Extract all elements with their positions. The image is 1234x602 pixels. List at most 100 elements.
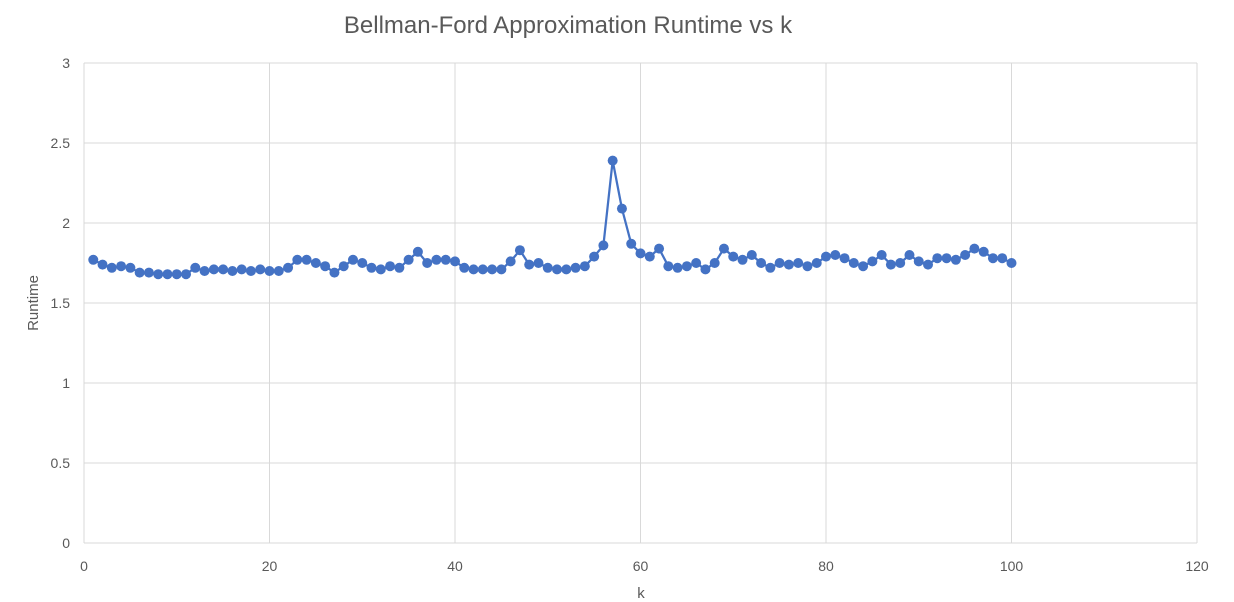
data-point — [987, 253, 998, 264]
data-point — [616, 203, 627, 214]
data-point — [969, 243, 980, 254]
data-point — [143, 267, 154, 278]
data-series — [88, 155, 1017, 280]
data-point — [913, 256, 924, 267]
data-point — [672, 262, 683, 273]
data-point — [598, 240, 609, 251]
data-point — [783, 259, 794, 270]
x-tick-label: 40 — [447, 558, 463, 574]
gridlines — [83, 62, 1198, 544]
data-point — [273, 266, 284, 276]
y-tick-label: 2.5 — [51, 135, 71, 151]
data-point — [552, 264, 563, 275]
data-point — [607, 155, 618, 166]
data-point — [579, 261, 590, 272]
data-point — [663, 261, 674, 272]
data-point — [728, 251, 739, 262]
data-point — [97, 259, 108, 270]
data-point — [709, 258, 720, 268]
x-tick-label: 20 — [262, 558, 278, 574]
data-point — [644, 251, 655, 262]
data-point — [236, 264, 247, 275]
data-point — [718, 243, 729, 254]
data-point — [292, 254, 303, 265]
data-point — [459, 262, 470, 273]
x-axis-label: k — [637, 585, 645, 602]
data-point — [125, 262, 136, 273]
y-tick-label: 1.5 — [51, 295, 71, 311]
data-point — [858, 261, 869, 272]
data-point — [134, 267, 145, 278]
data-point — [283, 262, 294, 273]
data-point — [422, 258, 433, 268]
data-point — [431, 254, 442, 265]
x-tick-label: 120 — [1185, 558, 1209, 574]
data-point — [765, 262, 776, 273]
data-point — [357, 258, 368, 268]
data-point — [830, 250, 841, 260]
data-point — [440, 254, 451, 265]
y-tick-label: 1 — [62, 375, 70, 391]
data-point — [301, 254, 312, 265]
data-point — [746, 250, 757, 260]
data-point — [533, 258, 544, 268]
data-point — [375, 264, 386, 275]
x-tick-label: 60 — [633, 558, 649, 574]
data-point — [366, 262, 377, 273]
data-point — [162, 269, 173, 280]
data-point — [895, 258, 906, 268]
data-point — [681, 261, 692, 272]
data-point — [477, 264, 488, 275]
data-point — [245, 266, 256, 276]
data-point — [570, 262, 581, 273]
data-point — [264, 266, 275, 276]
data-point — [802, 261, 813, 272]
data-point — [700, 264, 711, 275]
x-tick-label: 100 — [1000, 558, 1024, 574]
data-point — [932, 253, 943, 264]
data-point — [171, 269, 182, 280]
data-point — [153, 269, 164, 280]
data-point — [385, 261, 396, 272]
data-point — [923, 259, 934, 270]
data-point — [255, 264, 266, 275]
data-point — [208, 264, 219, 275]
data-point — [190, 262, 201, 273]
data-point — [88, 254, 99, 265]
data-point — [487, 264, 498, 275]
data-point — [181, 269, 192, 280]
data-point — [589, 251, 600, 262]
data-point — [793, 258, 804, 268]
y-tick-label: 2 — [62, 215, 70, 231]
y-tick-label: 3 — [62, 55, 70, 71]
data-point — [960, 250, 971, 260]
data-point — [394, 262, 405, 273]
data-point — [950, 254, 961, 265]
data-point — [116, 261, 127, 272]
data-point — [941, 253, 952, 264]
data-point — [329, 267, 340, 278]
data-point — [505, 256, 516, 267]
data-point — [542, 262, 553, 273]
x-tick-label: 80 — [818, 558, 834, 574]
data-point — [561, 264, 572, 275]
chart-title: Bellman-Ford Approximation Runtime vs k — [344, 12, 793, 39]
data-point — [811, 258, 822, 268]
x-tick-label: 0 — [80, 558, 88, 574]
data-point — [218, 264, 229, 275]
tick-labels: 0 0.5 1 1.5 2 2.5 3 0 20 40 60 80 100 120 — [51, 55, 1209, 574]
data-point — [450, 256, 460, 267]
data-point — [774, 258, 785, 268]
data-point — [626, 238, 637, 249]
data-point — [867, 256, 878, 267]
data-point — [848, 258, 859, 268]
data-point — [320, 261, 331, 272]
data-point — [978, 246, 989, 257]
data-point — [412, 246, 423, 257]
data-point — [821, 251, 831, 262]
data-point — [691, 258, 702, 268]
data-point — [514, 245, 525, 256]
data-point — [737, 254, 748, 265]
